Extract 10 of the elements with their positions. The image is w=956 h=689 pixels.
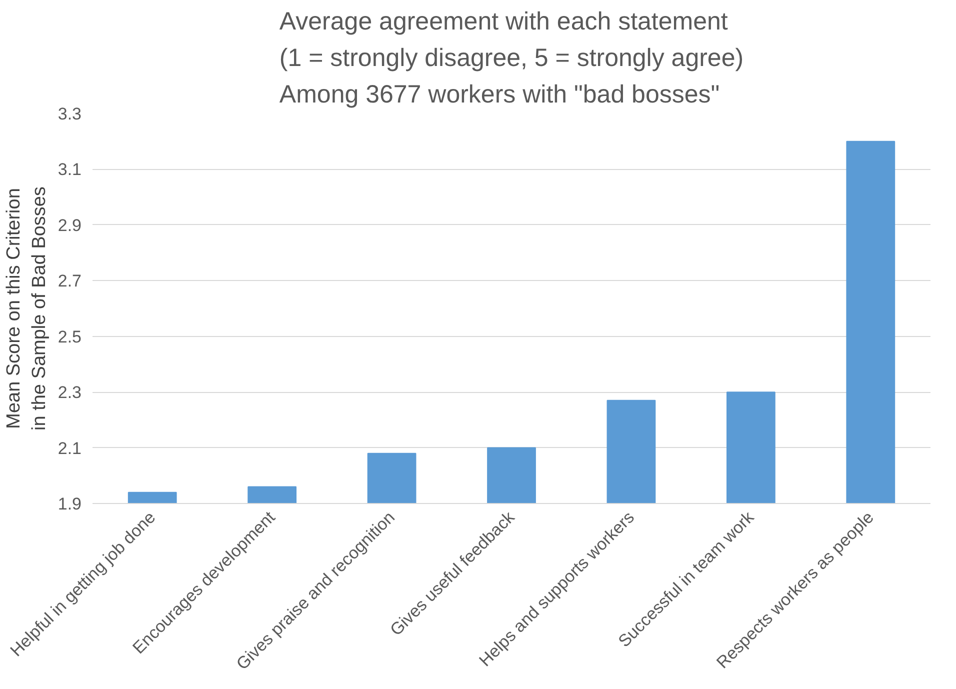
- y-tick-label: 3.3: [58, 104, 82, 124]
- y-tick-label: 2.3: [58, 383, 82, 402]
- y-axis-title: Mean Score on this Criterion in the Sample of Bad Bosses: [4, 186, 50, 430]
- y-tick-label: 2.1: [58, 438, 82, 458]
- chart-title: Average agreement with each statement (1 = strongly disagree, 5 = strongly agree) Among 3677 workers with "bad bosses": [279, 8, 744, 108]
- y-tick-label: 1.9: [58, 494, 82, 514]
- y-tick-label: 2.7: [58, 272, 82, 291]
- y-tick-label: 2.5: [58, 327, 82, 346]
- y-tick-label: 2.9: [58, 216, 82, 235]
- y-tick-label: 3.1: [58, 160, 82, 180]
